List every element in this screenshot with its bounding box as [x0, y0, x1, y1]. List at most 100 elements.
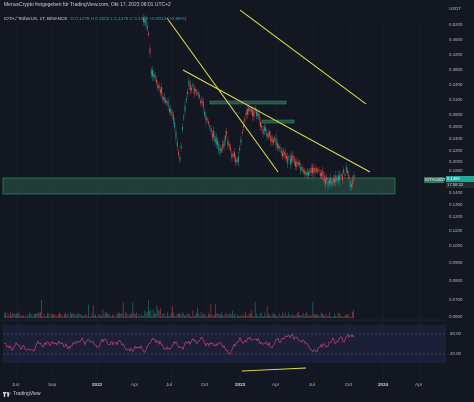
volume-bar — [186, 314, 188, 318]
candle-body — [273, 139, 274, 144]
volume-bar — [96, 316, 98, 318]
candle-body — [248, 107, 250, 112]
volume-bar — [288, 312, 290, 318]
volume-bar — [115, 315, 117, 318]
volume-bar — [127, 315, 129, 318]
tradingview-footer[interactable]: TradingView — [3, 391, 41, 397]
candle-body — [280, 150, 282, 154]
volume-bar — [8, 315, 10, 318]
candle-body — [202, 102, 204, 108]
symbol-legend[interactable]: IOTA / TetherUS, 1T, BINANCE O 0.1478 H … — [4, 16, 186, 21]
volume-bar — [331, 316, 333, 318]
volume-bar — [295, 315, 297, 318]
volume-bar — [294, 315, 296, 318]
volume-bar — [110, 316, 112, 318]
volume-bar — [103, 314, 105, 318]
volume-bar — [19, 314, 21, 318]
volume-bar — [298, 312, 299, 318]
time-axis[interactable]: Jun Sep 2022 Apr Jul Oct 2023 Apr Jul Oc… — [0, 381, 446, 390]
candle-body — [344, 174, 346, 176]
candle-body — [224, 135, 226, 141]
candle-body — [183, 116, 185, 119]
volume-bar — [173, 312, 174, 318]
candle-body — [171, 111, 173, 116]
candle-body — [326, 177, 328, 181]
volume-bar — [38, 312, 40, 318]
price-label: 0.1850 — [449, 168, 463, 173]
candle-body — [174, 121, 176, 128]
volume-bar — [121, 313, 123, 318]
chart-canvas[interactable] — [0, 0, 446, 390]
candle-body — [278, 145, 280, 148]
time-label: Jul — [309, 382, 315, 387]
volume-bar — [234, 312, 236, 318]
volume-bar — [306, 312, 308, 318]
volume-bar — [302, 312, 304, 318]
volume-bar — [222, 315, 224, 318]
volume-bar — [202, 315, 203, 318]
volume-bar — [172, 306, 173, 318]
candle-body — [313, 167, 315, 172]
price-label: 0.2400 — [449, 136, 463, 141]
candle-body — [318, 169, 320, 171]
volume-bar — [316, 314, 317, 318]
volume-bar — [90, 316, 92, 318]
volume-bar — [342, 316, 344, 318]
volume-bar — [44, 315, 46, 318]
volume-bar — [112, 315, 113, 318]
volume-bar — [268, 313, 269, 318]
price-axis[interactable]: USDT 0.5200 0.4600 0.4200 0.3800 0.3400 … — [446, 0, 474, 390]
candle-body — [253, 111, 255, 117]
candle-body — [239, 147, 241, 151]
volume-bar — [253, 316, 255, 318]
price-label: 0.0900 — [449, 260, 463, 265]
volume-bar — [28, 316, 29, 318]
candle-body — [172, 115, 174, 121]
symbol-name[interactable]: IOTA / TetherUS, 1T, BINANCE — [4, 16, 68, 21]
volume-bar — [60, 313, 62, 318]
volume-bar — [88, 304, 89, 318]
volume-bar — [319, 316, 321, 318]
volume-bar — [77, 313, 78, 318]
volume-bar — [47, 312, 48, 318]
candle-body — [226, 131, 228, 135]
volume-bar — [164, 316, 166, 318]
candle-body — [309, 170, 311, 174]
time-label: Oct — [201, 382, 209, 387]
volume-bar — [55, 315, 57, 318]
volume-bar — [212, 316, 214, 318]
candle-body — [189, 84, 191, 91]
volume-bar — [126, 313, 128, 318]
volume-bar — [262, 316, 263, 318]
volume-bar — [146, 311, 148, 318]
candle-body — [319, 172, 321, 176]
volume-bar — [301, 315, 303, 318]
volume-bar — [311, 315, 312, 318]
volume-bar — [7, 313, 9, 318]
price-label: 0.0600 — [449, 314, 463, 319]
price-label: 0.2000 — [449, 159, 463, 164]
volume-bar — [118, 312, 119, 318]
candle-body — [204, 111, 205, 116]
candle-body — [292, 155, 294, 160]
volume-bar — [216, 313, 218, 318]
volume-bar — [160, 308, 161, 318]
volume-bar — [156, 305, 158, 318]
volume-bar — [300, 315, 302, 318]
volume-bar — [137, 316, 138, 318]
candle-body — [143, 17, 144, 23]
volume-bar — [179, 313, 180, 318]
volume-bar — [5, 312, 6, 318]
volume-bar — [182, 313, 184, 318]
candle-body — [176, 142, 178, 147]
volume-bar — [65, 312, 66, 318]
volume-bar — [334, 313, 335, 318]
volume-bar — [34, 313, 35, 318]
volume-bar — [113, 314, 114, 318]
volume-bar — [264, 312, 266, 318]
time-label: Sep — [48, 382, 57, 387]
volume-bar — [330, 316, 332, 318]
volume-bar — [244, 316, 245, 318]
support-zone — [2, 177, 396, 195]
volume-bar — [329, 312, 330, 318]
